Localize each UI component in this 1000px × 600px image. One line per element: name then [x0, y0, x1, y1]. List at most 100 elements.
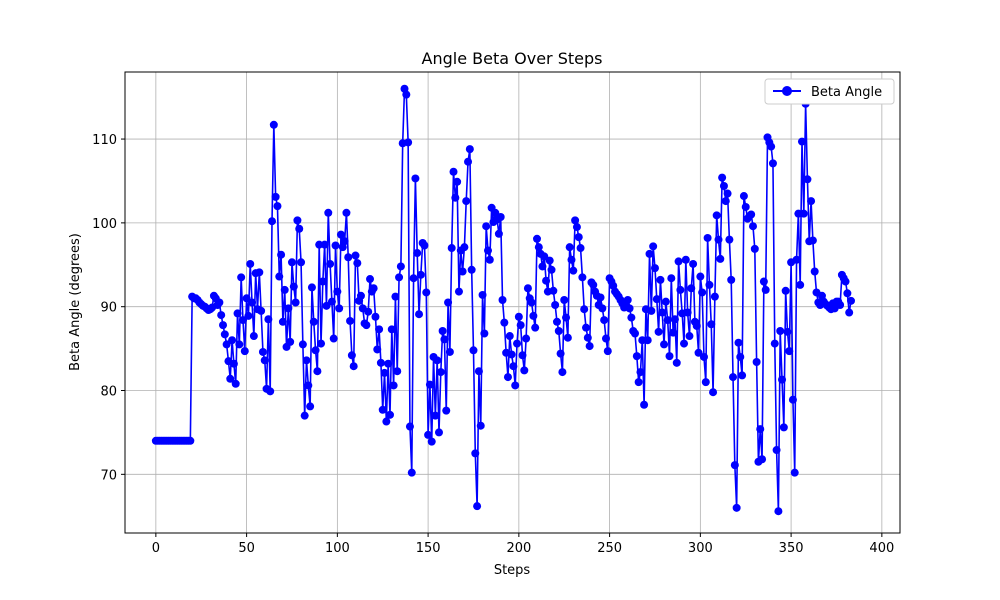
data-point [264, 315, 273, 324]
data-point [718, 173, 727, 182]
data-point [565, 243, 574, 252]
data-point [716, 254, 725, 263]
data-point [674, 257, 683, 266]
data-point [542, 276, 551, 285]
data-point [320, 240, 329, 249]
data-point [841, 277, 850, 286]
data-point [306, 402, 315, 411]
data-point [723, 189, 732, 198]
data-point [349, 362, 358, 371]
data-point [402, 90, 411, 99]
data-point [661, 297, 670, 306]
data-point [680, 339, 689, 348]
data-point [513, 339, 522, 348]
data-point [572, 223, 581, 232]
data-point [240, 347, 249, 356]
data-point [843, 289, 852, 298]
data-point [694, 348, 703, 357]
x-tick-label: 300 [688, 541, 713, 556]
data-point [271, 192, 280, 201]
data-point [552, 317, 561, 326]
data-point [362, 321, 371, 330]
data-point [422, 288, 431, 297]
data-point [269, 120, 278, 129]
data-point [774, 507, 783, 516]
data-point [494, 229, 503, 238]
legend: Beta Angle [764, 78, 895, 105]
data-point [500, 318, 509, 327]
x-tick-label: 350 [779, 541, 804, 556]
data-point [380, 368, 389, 377]
data-point [237, 273, 246, 282]
data-point [836, 301, 845, 310]
data-point [514, 312, 523, 321]
data-point [405, 422, 414, 431]
data-point [583, 333, 592, 342]
data-point [409, 274, 418, 283]
data-point [369, 284, 378, 293]
data-point [238, 316, 247, 325]
data-point [654, 327, 663, 336]
data-point [558, 368, 567, 377]
data-point [389, 381, 398, 390]
data-point [779, 423, 788, 432]
data-point [469, 346, 478, 355]
data-point [491, 208, 500, 217]
data-point [219, 321, 228, 330]
data-point [484, 246, 492, 255]
data-point [309, 317, 318, 326]
data-point [785, 347, 794, 356]
data-point [705, 280, 714, 289]
data-point [727, 275, 736, 284]
data-point [413, 249, 422, 258]
x-tick-label: 150 [416, 541, 441, 556]
data-point [636, 368, 645, 377]
data-point [631, 329, 640, 338]
data-point [364, 307, 373, 316]
data-point [741, 202, 750, 211]
data-point [229, 359, 238, 368]
data-point [549, 286, 558, 295]
data-point [440, 335, 449, 344]
data-point [721, 197, 730, 206]
data-point [436, 368, 445, 377]
x-tick-label: 100 [325, 541, 350, 556]
data-point [257, 306, 266, 315]
y-tick-label: 100 [92, 217, 117, 232]
data-point [307, 283, 316, 292]
data-point [589, 280, 598, 289]
data-point [407, 468, 416, 477]
data-point [750, 244, 759, 253]
data-point [672, 358, 681, 367]
data-point [420, 241, 429, 250]
x-tick-label: 400 [869, 541, 894, 556]
data-point [778, 375, 787, 384]
data-point [287, 258, 296, 267]
data-point [681, 255, 690, 264]
data-point [567, 255, 576, 264]
data-point [496, 213, 505, 222]
data-point [847, 296, 855, 305]
data-point [808, 236, 817, 245]
legend-box [764, 78, 895, 105]
data-point [533, 234, 541, 243]
data-point [385, 410, 394, 419]
data-point [371, 312, 380, 321]
data-point [298, 340, 307, 349]
data-point [366, 275, 375, 284]
data-point [685, 332, 694, 341]
x-tick-label: 0 [152, 541, 160, 556]
data-point [353, 259, 362, 268]
data-point [527, 298, 536, 307]
data-point [709, 388, 718, 397]
data-point [556, 349, 565, 358]
data-point [313, 367, 322, 376]
data-point [810, 267, 819, 276]
data-point [634, 378, 643, 387]
data-point [698, 288, 707, 297]
data-point [522, 334, 531, 343]
data-point [580, 305, 589, 314]
data-point [643, 336, 652, 345]
data-point [336, 230, 345, 239]
data-point [768, 159, 777, 168]
